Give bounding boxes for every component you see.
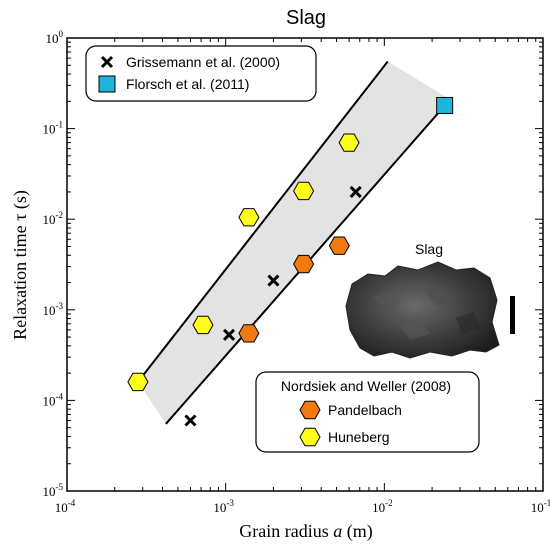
x-tick-label: 10-2 bbox=[372, 498, 393, 515]
legend-huneberg-marker bbox=[299, 427, 321, 447]
slag-sample-photo: Slag bbox=[345, 241, 515, 359]
point-huneberg-1 bbox=[192, 315, 214, 335]
legend-florsch-label: Florsch et al. (2011) bbox=[126, 76, 249, 92]
band-upper-line bbox=[137, 60, 389, 383]
point-huneberg-0 bbox=[127, 372, 149, 392]
legend-huneberg-label: Huneberg bbox=[328, 429, 390, 445]
x-tick-label: 10-4 bbox=[55, 498, 76, 515]
legend-pandelbach-marker bbox=[299, 400, 321, 420]
y-tick-label: 100 bbox=[46, 29, 64, 46]
legend-pandelbach-label: Pandelbach bbox=[328, 402, 402, 418]
legend-x-marker bbox=[100, 55, 114, 69]
inset-label: Slag bbox=[415, 241, 443, 257]
point-florsch-et-al-2011-0 bbox=[436, 96, 454, 114]
y-tick-label: 10-2 bbox=[43, 210, 64, 227]
x-tick-label: 10-3 bbox=[213, 498, 234, 515]
point-huneberg-2 bbox=[238, 208, 260, 227]
point-grissemann-et-al-2000-1 bbox=[222, 328, 236, 341]
scale-bar bbox=[510, 296, 515, 334]
legend-top: Grissemann et al. (2000) Florsch et al. … bbox=[85, 45, 317, 102]
legend-nordsiek-title: Nordsiek and Weller (2008) bbox=[281, 378, 451, 394]
y-tick-label: 10-3 bbox=[43, 301, 64, 318]
point-huneberg-4 bbox=[338, 133, 360, 152]
point-pandelbach-1 bbox=[293, 254, 315, 274]
legend-grissemann-label: Grissemann et al. (2000) bbox=[126, 54, 280, 70]
point-grissemann-et-al-2000-0 bbox=[184, 414, 197, 427]
plot-area bbox=[127, 60, 454, 427]
point-grissemann-et-al-2000-2 bbox=[267, 274, 280, 287]
x-axis-label: Grain radius a (m) bbox=[239, 521, 372, 542]
x-tick-label: 10-1 bbox=[531, 498, 550, 515]
slag-rock-image bbox=[345, 261, 500, 359]
point-grissemann-et-al-2000-3 bbox=[349, 185, 362, 198]
relaxation-band bbox=[137, 61, 451, 424]
data-markers bbox=[127, 96, 454, 427]
legend-square-marker bbox=[98, 75, 116, 93]
plot-frame bbox=[66, 37, 544, 492]
legend-top-box bbox=[85, 45, 317, 102]
y-axis-label: Relaxation time τ (s) bbox=[10, 190, 31, 340]
y-tick-label: 10-4 bbox=[43, 391, 64, 408]
legend-bottom: Nordsiek and Weller (2008) Pandelbach Hu… bbox=[255, 371, 480, 453]
y-tick-label: 10-1 bbox=[43, 120, 64, 137]
chart-title: Slag bbox=[286, 7, 326, 29]
point-pandelbach-2 bbox=[328, 236, 350, 255]
point-pandelbach-0 bbox=[238, 324, 260, 343]
point-huneberg-3 bbox=[293, 181, 315, 201]
y-tick-label: 10-5 bbox=[43, 482, 64, 499]
